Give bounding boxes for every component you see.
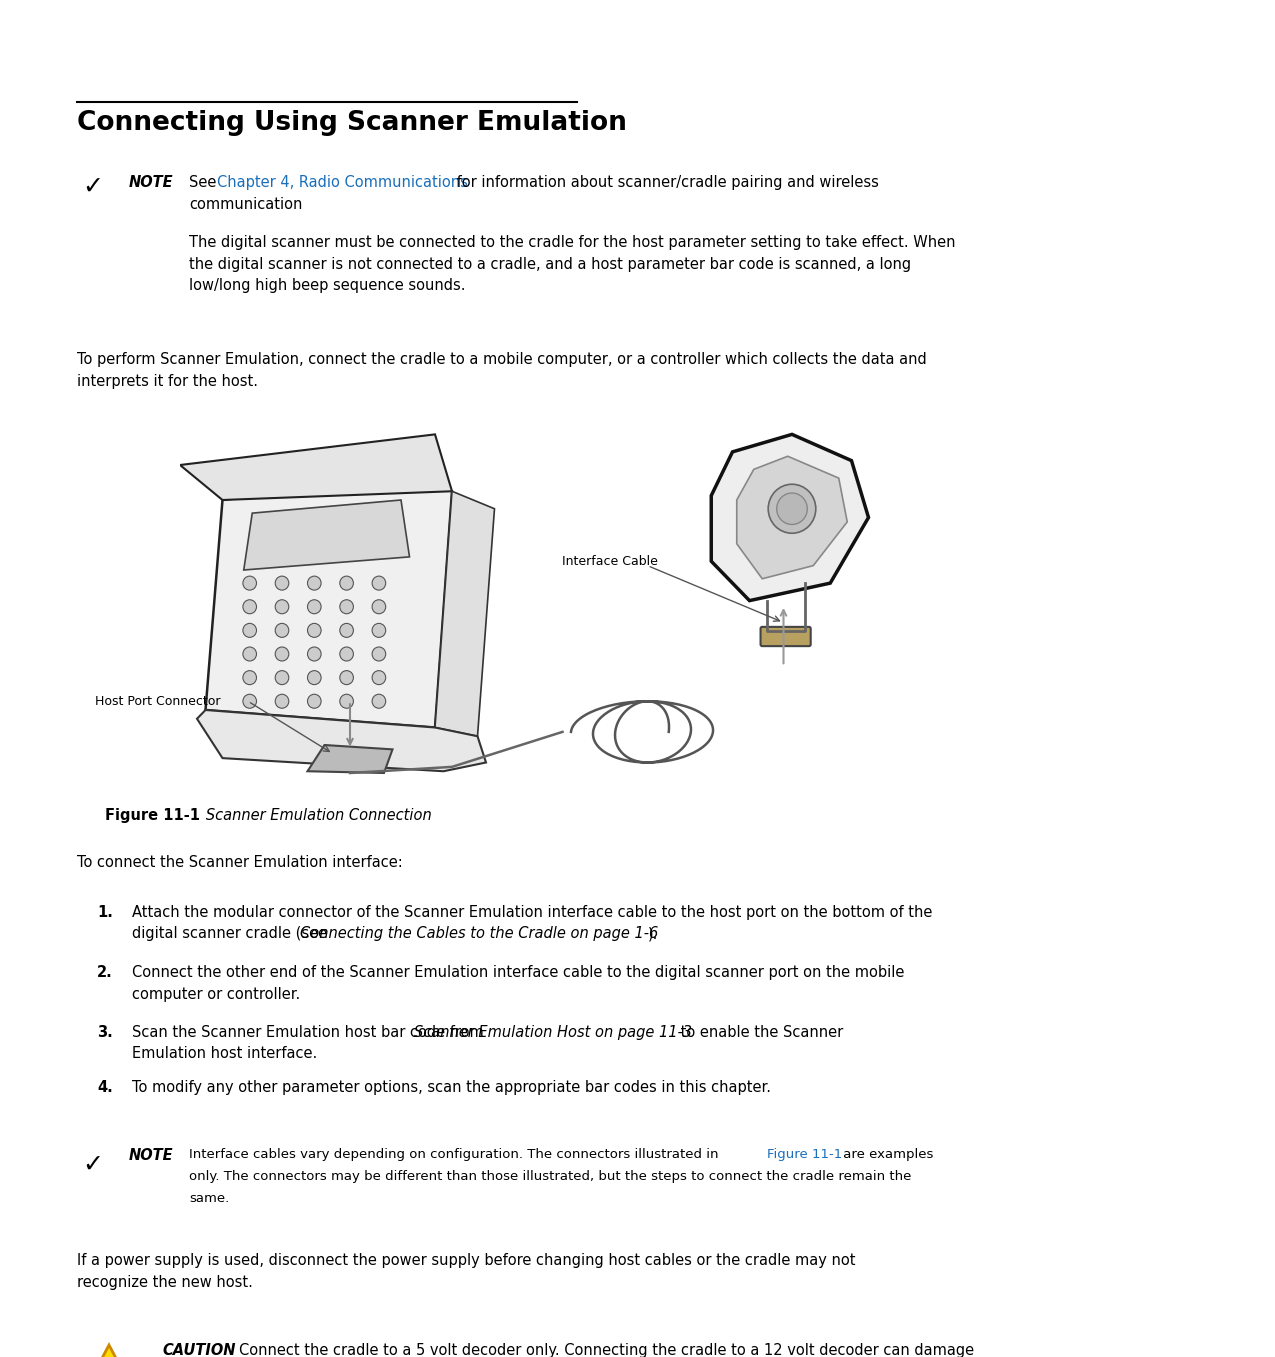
Text: Emulation host interface.: Emulation host interface. bbox=[133, 1046, 317, 1061]
Text: The digital scanner must be connected to the cradle for the host parameter setti: The digital scanner must be connected to… bbox=[189, 235, 955, 293]
Text: for information about scanner/cradle pairing and wireless: for information about scanner/cradle pai… bbox=[453, 175, 878, 190]
Text: digital scanner cradle (see: digital scanner cradle (see bbox=[133, 925, 332, 940]
Text: To perform Scanner Emulation, connect the cradle to a mobile computer, or a cont: To perform Scanner Emulation, connect th… bbox=[76, 351, 927, 388]
Circle shape bbox=[340, 670, 353, 685]
Text: CAUTION: CAUTION bbox=[162, 1343, 236, 1357]
Text: Connecting Using Scanner Emulation: Connecting Using Scanner Emulation bbox=[76, 110, 627, 136]
Circle shape bbox=[769, 484, 816, 533]
Text: ).: ). bbox=[648, 925, 658, 940]
Text: same.: same. bbox=[189, 1191, 230, 1205]
Text: ✓: ✓ bbox=[82, 1153, 103, 1177]
Circle shape bbox=[275, 600, 289, 613]
Circle shape bbox=[372, 600, 386, 613]
Text: are examples: are examples bbox=[839, 1148, 933, 1162]
Polygon shape bbox=[82, 1345, 136, 1357]
Circle shape bbox=[275, 670, 289, 685]
Text: NOTE: NOTE bbox=[129, 175, 173, 190]
Text: NOTE: NOTE bbox=[129, 1148, 173, 1163]
Text: communication: communication bbox=[189, 197, 302, 212]
Circle shape bbox=[340, 623, 353, 638]
Polygon shape bbox=[244, 499, 409, 570]
Polygon shape bbox=[180, 434, 453, 499]
Circle shape bbox=[372, 623, 386, 638]
Text: 2.: 2. bbox=[97, 965, 112, 980]
Polygon shape bbox=[435, 491, 495, 737]
Circle shape bbox=[372, 695, 386, 708]
Circle shape bbox=[307, 600, 321, 613]
Circle shape bbox=[307, 695, 321, 708]
Text: Host Port Connector: Host Port Connector bbox=[96, 695, 221, 708]
Circle shape bbox=[307, 623, 321, 638]
Text: only. The connectors may be different than those illustrated, but the steps to c: only. The connectors may be different th… bbox=[189, 1170, 912, 1183]
Circle shape bbox=[340, 577, 353, 590]
Text: To modify any other parameter options, scan the appropriate bar codes in this ch: To modify any other parameter options, s… bbox=[133, 1080, 771, 1095]
Text: If a power supply is used, disconnect the power supply before changing host cabl: If a power supply is used, disconnect th… bbox=[76, 1253, 856, 1289]
FancyBboxPatch shape bbox=[761, 627, 811, 646]
Circle shape bbox=[275, 647, 289, 661]
Circle shape bbox=[340, 600, 353, 613]
Circle shape bbox=[244, 647, 256, 661]
Circle shape bbox=[244, 695, 256, 708]
Circle shape bbox=[307, 670, 321, 685]
Text: 4.: 4. bbox=[97, 1080, 112, 1095]
Polygon shape bbox=[198, 710, 486, 771]
Text: 11 - 2   Symbol DS6878 Product Reference Guide: 11 - 2 Symbol DS6878 Product Reference G… bbox=[51, 18, 546, 35]
Text: Attach the modular connector of the Scanner Emulation interface cable to the hos: Attach the modular connector of the Scan… bbox=[133, 905, 932, 920]
Text: Connect the cradle to a 5 volt decoder only. Connecting the cradle to a 12 volt : Connect the cradle to a 5 volt decoder o… bbox=[238, 1343, 974, 1357]
Circle shape bbox=[244, 577, 256, 590]
Circle shape bbox=[275, 623, 289, 638]
Text: Interface Cable: Interface Cable bbox=[562, 555, 658, 567]
Text: 3.: 3. bbox=[97, 1025, 112, 1039]
Circle shape bbox=[244, 623, 256, 638]
Text: Interface cables vary depending on configuration. The connectors illustrated in: Interface cables vary depending on confi… bbox=[189, 1148, 723, 1162]
Text: Scanner Emulation Connection: Scanner Emulation Connection bbox=[193, 807, 432, 822]
Text: Chapter 4, Radio Communications: Chapter 4, Radio Communications bbox=[217, 175, 468, 190]
Circle shape bbox=[372, 647, 386, 661]
Circle shape bbox=[307, 577, 321, 590]
Text: Figure 11-1: Figure 11-1 bbox=[105, 807, 200, 822]
Text: Connect the other end of the Scanner Emulation interface cable to the digital sc: Connect the other end of the Scanner Emu… bbox=[133, 965, 904, 1001]
Circle shape bbox=[244, 670, 256, 685]
Polygon shape bbox=[737, 456, 848, 578]
Circle shape bbox=[275, 695, 289, 708]
Text: See: See bbox=[189, 175, 221, 190]
Text: Figure 11-1: Figure 11-1 bbox=[768, 1148, 843, 1162]
Polygon shape bbox=[307, 745, 393, 773]
Text: ✓: ✓ bbox=[82, 175, 103, 199]
Polygon shape bbox=[205, 474, 453, 727]
Circle shape bbox=[340, 647, 353, 661]
Polygon shape bbox=[711, 434, 868, 601]
Text: to enable the Scanner: to enable the Scanner bbox=[676, 1025, 843, 1039]
Circle shape bbox=[244, 600, 256, 613]
Circle shape bbox=[275, 577, 289, 590]
Text: 1.: 1. bbox=[97, 905, 113, 920]
Circle shape bbox=[372, 577, 386, 590]
Text: To connect the Scanner Emulation interface:: To connect the Scanner Emulation interfa… bbox=[76, 855, 403, 870]
Text: Scanner Emulation Host on page 11-3: Scanner Emulation Host on page 11-3 bbox=[414, 1025, 692, 1039]
Circle shape bbox=[307, 647, 321, 661]
Text: Connecting the Cables to the Cradle on page 1-6: Connecting the Cables to the Cradle on p… bbox=[300, 925, 658, 940]
Circle shape bbox=[776, 493, 807, 525]
Text: Scan the Scanner Emulation host bar code from: Scan the Scanner Emulation host bar code… bbox=[133, 1025, 488, 1039]
Circle shape bbox=[372, 670, 386, 685]
Circle shape bbox=[340, 695, 353, 708]
